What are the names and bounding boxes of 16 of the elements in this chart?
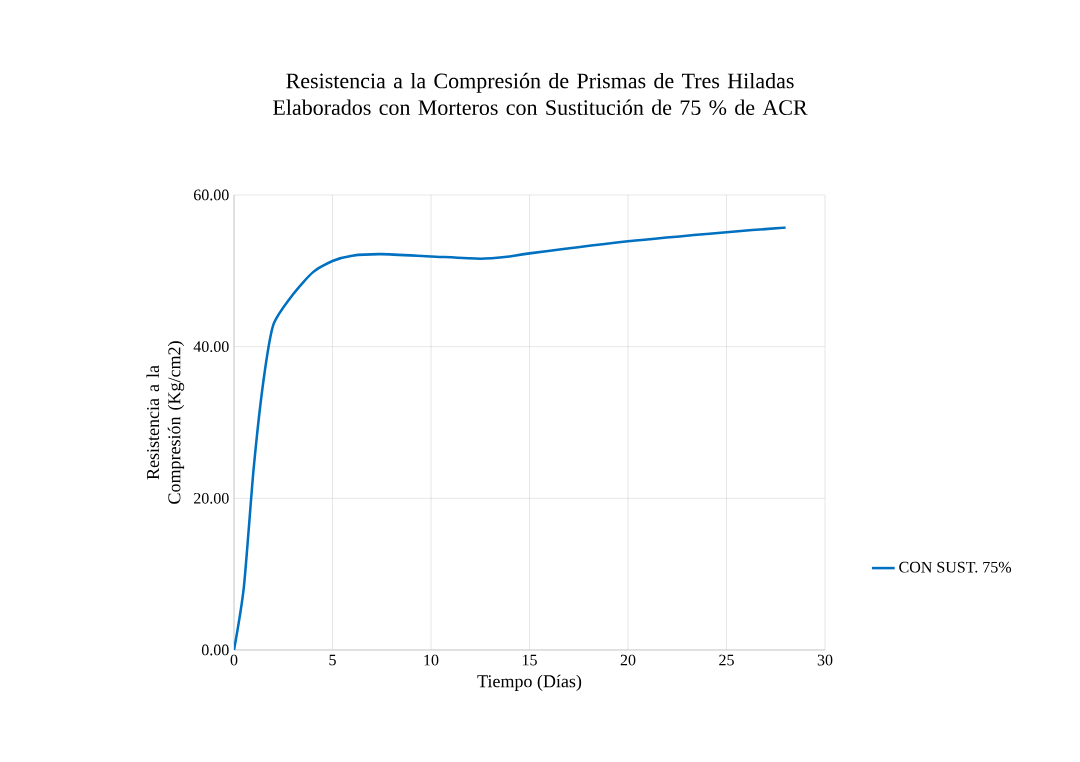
x-tick-label: 15	[522, 654, 537, 666]
x-tick-label: 10	[424, 654, 439, 666]
y-tick-label: 0.00	[201, 644, 229, 656]
x-axis-title: Tiempo (Días)	[477, 674, 582, 691]
y-tick-label: 60.00	[193, 189, 229, 201]
line-series	[234, 226, 787, 650]
chart-title: Resistencia a la Compresión de Prismas de Tres Hiladas Elaborados con Morteros con Sustitución de 75 % de ACR	[273, 72, 808, 116]
x-tick-label: 20	[620, 654, 636, 666]
x-tick-label: 25	[719, 654, 734, 666]
x-tick-label: 0	[230, 654, 238, 666]
x-tick-label: 5	[329, 654, 336, 666]
y-tick-label: 40.00	[193, 341, 229, 353]
y-axis-title: Resistencia a la Compresión (Kg/cm2)	[146, 341, 185, 504]
y-tick-label: 20.00	[194, 492, 229, 504]
x-tick-label: 30	[817, 654, 833, 666]
legend-label: CON SUST. 75%	[899, 561, 1012, 573]
